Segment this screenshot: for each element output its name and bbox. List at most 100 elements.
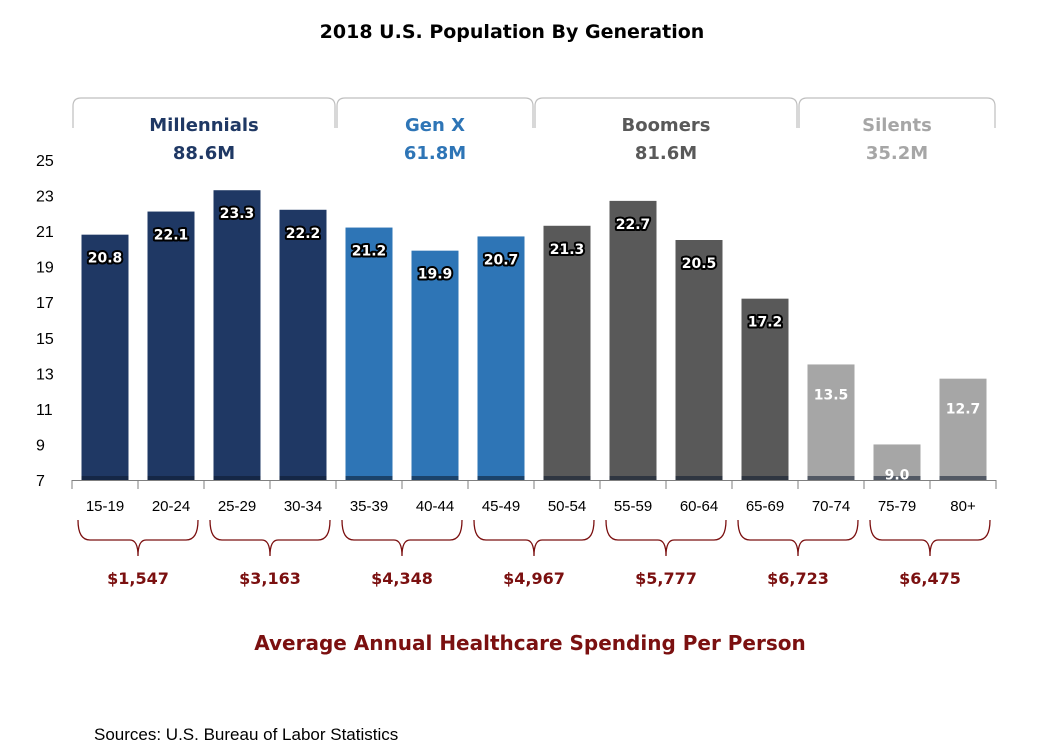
- generation-bracket: [798, 97, 996, 128]
- bar: [147, 211, 195, 481]
- bar: [939, 378, 987, 480]
- bar-value-label: 20.5: [682, 256, 717, 272]
- bar-value-label-halo: 22.2: [286, 226, 321, 242]
- spending-label: $3,163: [239, 569, 301, 588]
- bar-value-label: 20.8: [88, 251, 123, 267]
- x-tick-label: 70-74: [812, 498, 850, 515]
- x-tick-label: 25-29: [218, 498, 256, 515]
- generation-bracket: [336, 97, 534, 128]
- bars: 20.820.822.122.123.323.322.222.221.221.2…: [81, 190, 987, 483]
- bar-value-label-halo: 19.9: [418, 267, 453, 283]
- y-tick-label: 11: [36, 402, 53, 419]
- bar-value-label: 9.0: [885, 467, 910, 483]
- bar-value-label: 19.9: [418, 267, 453, 283]
- generation-name: Boomers: [621, 115, 710, 136]
- x-tick-label: 15-19: [86, 498, 124, 515]
- bar-base: [147, 476, 195, 480]
- x-tick-label: 50-54: [548, 498, 586, 515]
- bar-value-label: 20.7: [484, 252, 519, 268]
- bar-base: [609, 476, 657, 480]
- x-tick-label: 75-79: [878, 498, 916, 515]
- bar: [279, 209, 327, 480]
- bar-value-label-halo: 21.3: [550, 242, 585, 258]
- spending-brace: [869, 519, 991, 557]
- bar: [81, 234, 129, 480]
- x-tick-label: 45-49: [482, 498, 520, 515]
- spending-brace: [605, 519, 727, 557]
- y-tick-label: 15: [36, 331, 54, 348]
- y-tick-label: 17: [36, 295, 54, 312]
- spending-brace: [341, 519, 463, 557]
- generation-brackets: Millennials 88.6M Gen X 61.8M Boomers 81.6M Si…: [72, 97, 996, 164]
- bar-value-label: 21.3: [550, 242, 585, 258]
- bar-value-label-halo: 20.8: [88, 251, 123, 267]
- spending-brace: [737, 519, 859, 557]
- bar-value-label-halo: 20.5: [682, 256, 717, 272]
- chart-title: 2018 U.S. Population By Generation: [320, 21, 705, 43]
- source-note: Sources: U.S. Bureau of Labor Statistics: [94, 725, 398, 744]
- bar-base: [543, 476, 591, 480]
- bar-value-label-halo: 20.7: [484, 252, 519, 268]
- x-tick-label: 55-59: [614, 498, 652, 515]
- spending-brace: [473, 519, 595, 557]
- y-tick-label: 9: [36, 437, 45, 454]
- bar: [609, 200, 657, 480]
- spending-label: $4,967: [503, 569, 565, 588]
- x-tick-label: 20-24: [152, 498, 190, 515]
- bar-base: [477, 476, 525, 480]
- generation-name: Silents: [862, 115, 932, 136]
- bar-value-label: 12.7: [946, 402, 981, 418]
- spending-brackets: $1,547 $3,163 $4,348 $4,967 $5,777 $6,723 $6,4…: [77, 519, 991, 588]
- bar-base: [279, 476, 327, 480]
- generation-name: Gen X: [405, 115, 465, 136]
- bar-base: [873, 476, 921, 480]
- y-tick-label: 25: [36, 153, 54, 170]
- spending-label: $6,475: [899, 569, 961, 588]
- generation-bracket: [72, 97, 336, 128]
- bar: [213, 190, 261, 480]
- bar-value-label: 13.5: [814, 387, 849, 403]
- bar-base: [81, 476, 129, 480]
- x-tick-label: 30-34: [284, 498, 322, 515]
- bar: [675, 240, 723, 480]
- generation-population: 88.6M: [173, 143, 235, 164]
- bar-value-label: 22.7: [616, 217, 651, 233]
- y-tick-label: 7: [36, 473, 45, 490]
- spending-title: Average Annual Healthcare Spending Per P…: [254, 631, 806, 655]
- bar-base: [675, 476, 723, 480]
- x-tick-label: 65-69: [746, 498, 784, 515]
- generation-name: Millennials: [149, 115, 258, 136]
- y-axis: 7 9 11 13 15 17 19 21 23 25: [36, 153, 54, 490]
- generation-bracket: [534, 97, 798, 128]
- spending-brace: [209, 519, 331, 557]
- y-tick-label: 21: [36, 224, 54, 241]
- spending-brace: [77, 519, 199, 557]
- bar-base: [741, 476, 789, 480]
- bar-base: [939, 476, 987, 480]
- bar-value-label: 22.2: [286, 226, 321, 242]
- bar-value-label-halo: 21.2: [352, 244, 387, 260]
- x-tick-label: 40-44: [416, 498, 454, 515]
- spending-label: $1,547: [107, 569, 169, 588]
- bar-value-label-halo: 22.7: [616, 217, 651, 233]
- bar-value-label: 22.1: [154, 228, 189, 244]
- bar: [741, 298, 789, 480]
- x-tick-label: 60-64: [680, 498, 718, 515]
- y-tick-label: 19: [36, 260, 54, 277]
- x-tick-label: 80+: [950, 498, 976, 515]
- bar: [873, 444, 921, 480]
- bar-base: [345, 476, 393, 480]
- bar: [477, 236, 525, 480]
- generation-population: 81.6M: [635, 143, 697, 164]
- bar-base: [213, 476, 261, 480]
- spending-label: $4,348: [371, 569, 433, 588]
- bar: [807, 364, 855, 480]
- bar-value-label-halo: 23.3: [220, 206, 255, 222]
- spending-label: $6,723: [767, 569, 829, 588]
- generation-population: 61.8M: [404, 143, 466, 164]
- bar-value-label-halo: 22.1: [154, 228, 189, 244]
- bar-base: [807, 476, 855, 480]
- x-tick-label: 35-39: [350, 498, 388, 515]
- bar-value-label: 17.2: [748, 315, 783, 331]
